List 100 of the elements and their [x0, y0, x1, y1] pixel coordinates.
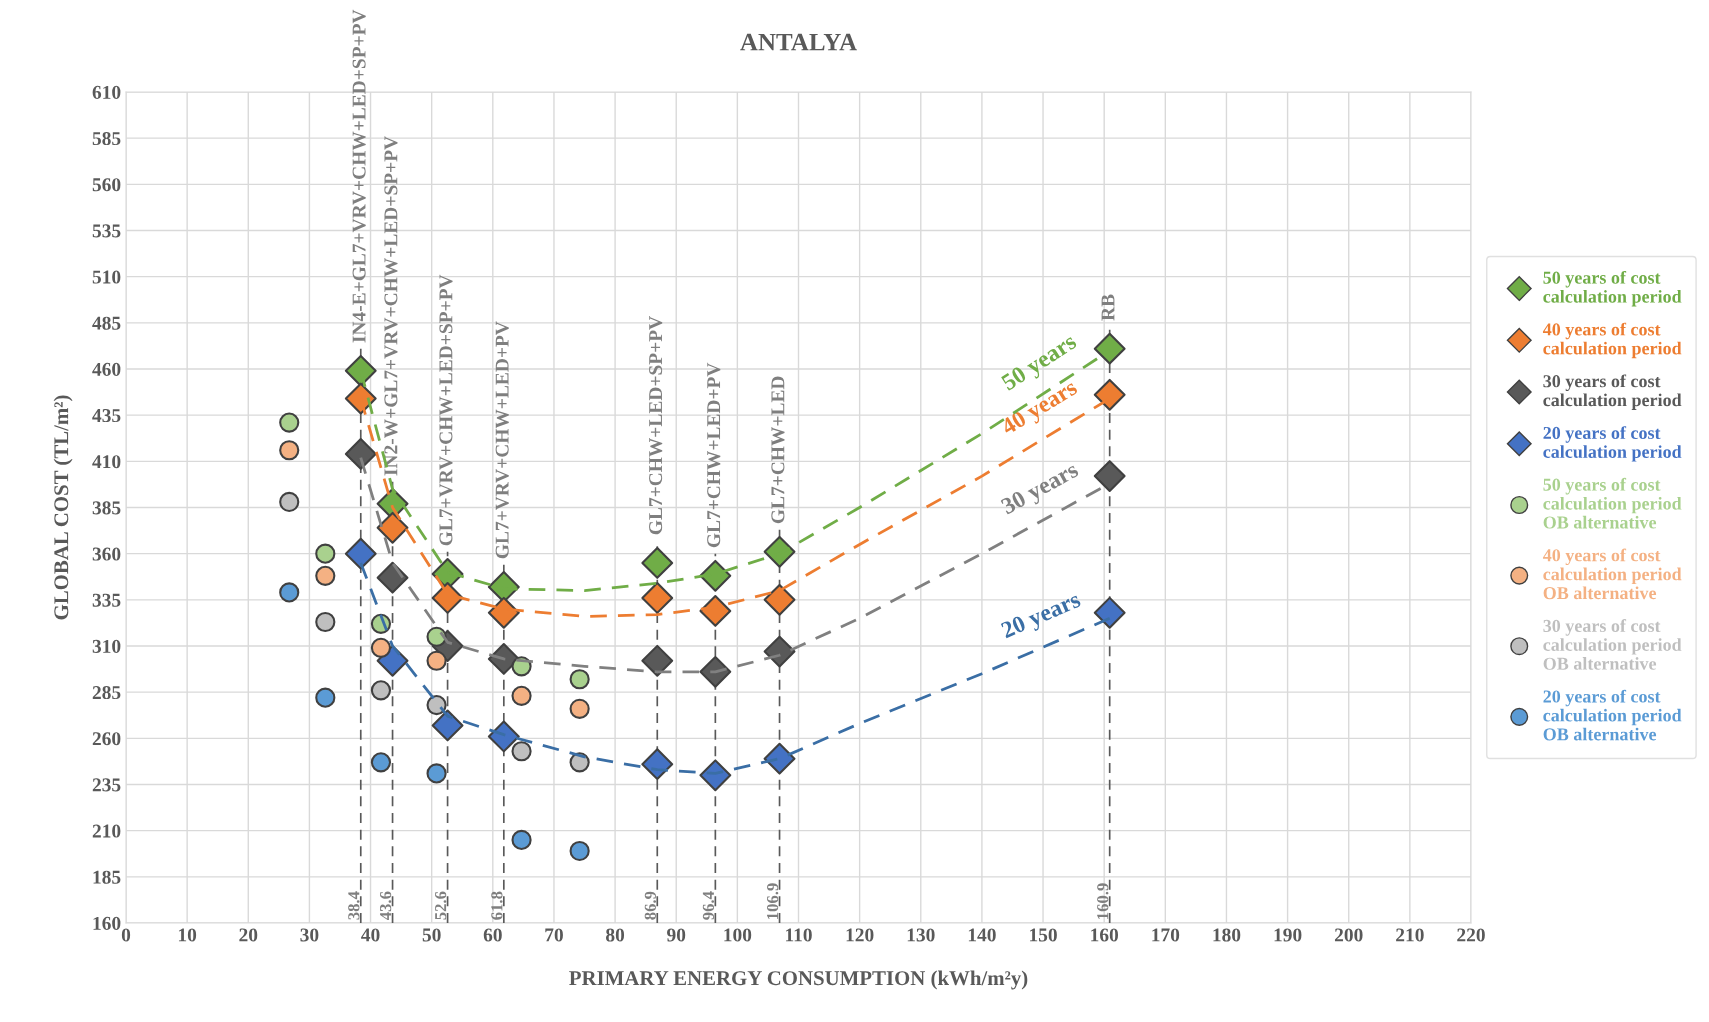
annotation: 61.8 — [491, 891, 503, 920]
annotation: 52.6 — [435, 891, 447, 920]
point — [344, 537, 377, 570]
y-tick-label: 310 — [92, 639, 121, 653]
annotation: 160.9 — [1097, 883, 1109, 919]
legend-label: 20 years of cost calculation period OB alternative — [1543, 689, 1682, 741]
x-tick-label: 170 — [1152, 928, 1180, 942]
y-tick-label: 235 — [92, 778, 121, 792]
y-tick-label: 560 — [92, 178, 121, 192]
x-tick-label: 180 — [1213, 928, 1241, 942]
ref-line-label: IN4-E+GL7+VRV+CHW+LED+SP+PV — [352, 9, 366, 343]
x-tick-label: 150 — [1030, 928, 1057, 942]
point — [1093, 596, 1126, 629]
point — [315, 543, 336, 564]
x-axis-title: PRIMARY ENERGY CONSUMPTION (kWh/m²y) — [569, 970, 1028, 990]
y-tick-label: 535 — [92, 224, 121, 238]
point — [487, 720, 520, 753]
y-tick-label: 435 — [92, 409, 121, 423]
point — [426, 650, 447, 671]
text: 30 years — [1000, 461, 1082, 519]
point — [569, 840, 590, 862]
text: 20 years — [1000, 591, 1084, 643]
x-tick-label: 140 — [968, 928, 996, 942]
x-tick-label: 200 — [1334, 928, 1363, 942]
annotation: 86.9 — [644, 891, 657, 920]
legend-label: 40 years of cost calculation period OB alternative — [1542, 548, 1682, 600]
point — [426, 626, 447, 647]
y-axis-title: GLOBAL COST (TL/m²) — [53, 395, 73, 620]
point — [699, 759, 732, 792]
y-tick-label: 585 — [92, 131, 121, 146]
y-tick-label: 510 — [92, 270, 121, 284]
chart-title: ANTALYA — [740, 33, 857, 51]
y-tick-label: 485 — [92, 316, 121, 330]
point — [763, 742, 796, 775]
ref-line-label: GL7+CHW+LED — [771, 376, 785, 524]
y-tick-label: 385 — [92, 501, 121, 515]
legend-label: 30 years of cost calculation period — [1543, 374, 1682, 410]
point — [641, 546, 674, 579]
point — [1093, 378, 1126, 411]
point — [487, 596, 520, 629]
x-tick-label: 190 — [1274, 928, 1302, 942]
x-tick-label: 10 — [178, 928, 197, 942]
y-tick-label: 335 — [92, 593, 121, 607]
y-tick-label: 210 — [92, 824, 121, 838]
point — [487, 570, 520, 603]
x-tick-label: 20 — [239, 928, 258, 942]
legend-label: 20 years of cost calculation period — [1543, 426, 1682, 462]
point — [511, 685, 532, 706]
point — [279, 582, 300, 603]
point — [641, 644, 674, 677]
x-tick-label: 60 — [483, 928, 502, 942]
annotation: 38.4 — [348, 891, 360, 920]
point — [699, 594, 732, 627]
x-tick-label: 0 — [121, 928, 131, 942]
x-tick-label: 80 — [606, 928, 625, 942]
point — [370, 680, 392, 701]
point — [315, 687, 336, 708]
x-tick-label: 30 — [300, 928, 319, 942]
point — [569, 698, 590, 719]
ref-line-label: GL7+CHW+LED+PV — [707, 362, 721, 548]
point — [569, 669, 590, 690]
ref-line-label: RB — [1101, 294, 1115, 321]
ref-line-label: GL7+VRV+CHW+LED+PV — [495, 321, 509, 559]
x-tick-label: 210 — [1396, 928, 1424, 942]
annotation: 96.4 — [702, 891, 715, 920]
ref-line-label: GL7+VRV+CHW+LED+SP+PV — [439, 274, 453, 546]
ref-line-label: GL7+CHW+LED+SP+PV — [649, 316, 663, 535]
y-tick-label: 160 — [93, 916, 121, 930]
annotation: 43.6 — [380, 891, 392, 920]
x-tick-label: 40 — [361, 928, 380, 942]
point — [511, 741, 532, 762]
y-tick-label: 460 — [92, 362, 121, 376]
y-tick-label: 285 — [92, 685, 121, 700]
x-tick-label: 70 — [545, 928, 563, 942]
point — [370, 637, 392, 658]
point — [426, 695, 447, 716]
point — [1093, 460, 1126, 493]
point — [279, 491, 300, 513]
point — [315, 611, 336, 633]
ref-line-label: IN2-W+GL7+VRV+CHW+LED+SP+PV — [384, 136, 398, 476]
legend-label: 50 years of cost calculation period OB alternative — [1543, 477, 1682, 529]
annotation: 106.9 — [766, 883, 779, 919]
point — [344, 438, 377, 470]
point — [1093, 332, 1126, 365]
y-tick-label: 610 — [92, 85, 121, 99]
x-tick-label: 220 — [1457, 928, 1485, 942]
legend-label: 30 years of cost calculation period OB alternative — [1543, 619, 1682, 670]
point — [699, 559, 732, 592]
x-tick-label: 100 — [724, 928, 752, 942]
x-tick-label: 110 — [786, 928, 812, 942]
point — [641, 748, 674, 781]
x-tick-label: 160 — [1091, 928, 1119, 942]
point — [344, 354, 377, 387]
legend-label: 50 years of cost calculation period — [1543, 270, 1682, 307]
point — [370, 752, 392, 773]
point — [426, 763, 447, 784]
y-tick-label: 360 — [92, 547, 121, 561]
legend-label: 40 years of cost calculation period — [1542, 322, 1682, 359]
point — [763, 583, 796, 616]
point — [511, 829, 532, 850]
